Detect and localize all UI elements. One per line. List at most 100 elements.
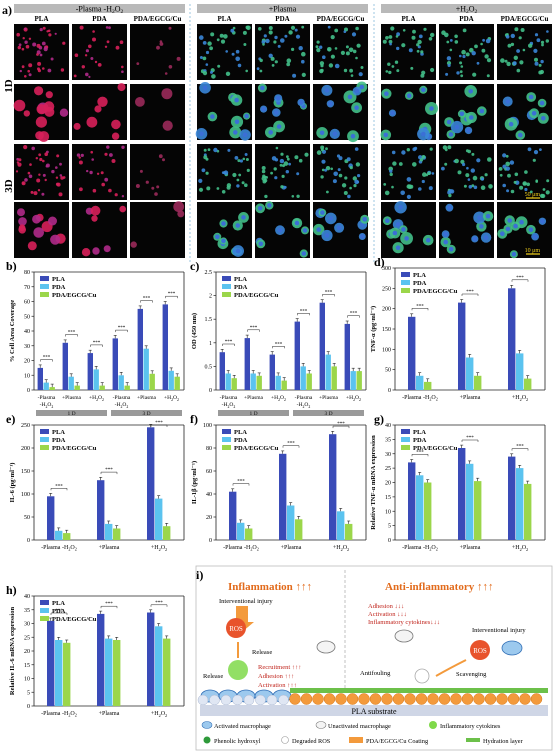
y-tick-label: 40 bbox=[206, 492, 212, 498]
cell-spot bbox=[449, 48, 453, 52]
cell-spot bbox=[396, 46, 400, 51]
cell-spot bbox=[24, 75, 27, 78]
nucleus-spot bbox=[235, 223, 241, 228]
scavenging-arrow bbox=[435, 659, 467, 677]
cell-spot bbox=[352, 49, 357, 54]
y-tick-label: 0 bbox=[27, 538, 30, 544]
cell-spot bbox=[108, 26, 111, 30]
nucleus-spot bbox=[505, 226, 511, 232]
legend-swatch bbox=[222, 445, 231, 450]
cell-spot bbox=[408, 48, 413, 53]
cell-spot bbox=[534, 33, 539, 37]
nucleus-spot bbox=[479, 108, 485, 114]
cell-spot bbox=[246, 25, 251, 31]
cell-spot bbox=[447, 145, 452, 150]
coating-particle bbox=[300, 693, 313, 705]
significance-bracket bbox=[282, 445, 300, 448]
cell-spot bbox=[209, 46, 214, 51]
cell-spot bbox=[391, 150, 396, 155]
y-tick-label: 80 bbox=[206, 446, 212, 452]
y-tick-label: 20 bbox=[385, 481, 391, 487]
cell-spot bbox=[333, 171, 339, 177]
group-bar bbox=[293, 410, 364, 416]
panel-label: b) bbox=[6, 259, 17, 273]
y-axis-label: Relative TNF-α mRNA expression bbox=[370, 435, 377, 530]
cell-spot bbox=[232, 172, 237, 178]
cell-spot bbox=[280, 185, 284, 189]
significance-star: *** bbox=[466, 436, 474, 441]
nucleus-spot bbox=[443, 239, 449, 245]
cell-spot bbox=[294, 28, 298, 32]
cell-spot bbox=[90, 205, 101, 216]
legend-swatch bbox=[40, 429, 49, 434]
cell-spot bbox=[328, 63, 334, 68]
y-tick-label: 200 bbox=[382, 307, 391, 313]
cell-spot bbox=[295, 34, 301, 39]
cell-spot bbox=[270, 171, 273, 175]
cell-spot bbox=[221, 190, 226, 194]
cell-spot bbox=[47, 68, 52, 73]
coating-particle bbox=[530, 693, 543, 705]
nucleus-spot bbox=[359, 84, 365, 90]
cell-spot bbox=[527, 147, 532, 152]
cell-spot bbox=[482, 38, 485, 42]
cell-spot bbox=[156, 185, 160, 189]
cell-spot bbox=[355, 56, 358, 60]
substrate-label: PLA substrate bbox=[351, 707, 397, 716]
coating-particle bbox=[450, 693, 462, 705]
cell-spot bbox=[418, 187, 422, 191]
cell-spot bbox=[398, 162, 403, 166]
bar-d bbox=[408, 316, 416, 390]
cell-spot bbox=[45, 163, 50, 168]
cell-spot bbox=[534, 61, 539, 66]
cell-spot bbox=[500, 58, 505, 63]
significance-star: *** bbox=[416, 304, 424, 309]
y-tick-label: 0 bbox=[27, 704, 30, 710]
x-tick-label: +H2O2 bbox=[89, 395, 104, 402]
cell-spot bbox=[243, 43, 247, 46]
legend-label: PDA/EGCG/Cu bbox=[52, 445, 97, 452]
cell-spot bbox=[244, 183, 248, 187]
cell-spot bbox=[334, 28, 339, 33]
cell-spot bbox=[421, 70, 426, 75]
cell-spot bbox=[459, 70, 463, 74]
significance-bracket bbox=[511, 448, 529, 451]
cell-spot bbox=[36, 178, 41, 183]
cell-spot bbox=[242, 30, 247, 35]
significance-star: *** bbox=[55, 609, 63, 614]
cell-spot bbox=[334, 47, 338, 50]
nucleus-spot bbox=[421, 131, 426, 137]
nucleus-spot bbox=[472, 236, 478, 242]
bar-g bbox=[524, 483, 532, 540]
bar-h bbox=[63, 642, 71, 707]
cell-spot bbox=[502, 183, 507, 188]
cell-spot bbox=[244, 153, 248, 156]
activation-up-text: Activation ↑↑↑ bbox=[258, 682, 297, 689]
cell-spot bbox=[216, 38, 220, 42]
cell-spot bbox=[280, 152, 284, 156]
bar-e bbox=[113, 528, 121, 540]
cell-spot bbox=[468, 185, 473, 189]
cell-spot bbox=[199, 35, 204, 40]
cell-spot bbox=[27, 69, 31, 73]
cell-spot bbox=[18, 217, 27, 226]
cell-spot bbox=[463, 184, 467, 188]
y-tick-label: 60 bbox=[24, 300, 30, 306]
nucleus-spot bbox=[468, 89, 474, 94]
bar-g bbox=[508, 456, 516, 540]
cell-spot bbox=[485, 38, 491, 44]
cell-spot bbox=[279, 163, 283, 167]
unactivated-macrophage-icon bbox=[394, 629, 414, 643]
bar-e bbox=[47, 496, 55, 540]
cell-spot bbox=[301, 51, 306, 57]
significance-star: *** bbox=[68, 331, 76, 336]
cell-spot bbox=[389, 172, 393, 177]
legend-label: PDA bbox=[52, 437, 66, 444]
group-label: 3 D bbox=[324, 411, 332, 417]
cell-spot bbox=[540, 40, 545, 45]
right-injury-text: Interventional injury bbox=[472, 627, 526, 634]
y-tick-label: 50 bbox=[24, 515, 30, 521]
cell-spot bbox=[92, 37, 96, 42]
cell-spot bbox=[114, 193, 118, 197]
group-title-bar bbox=[14, 4, 185, 13]
